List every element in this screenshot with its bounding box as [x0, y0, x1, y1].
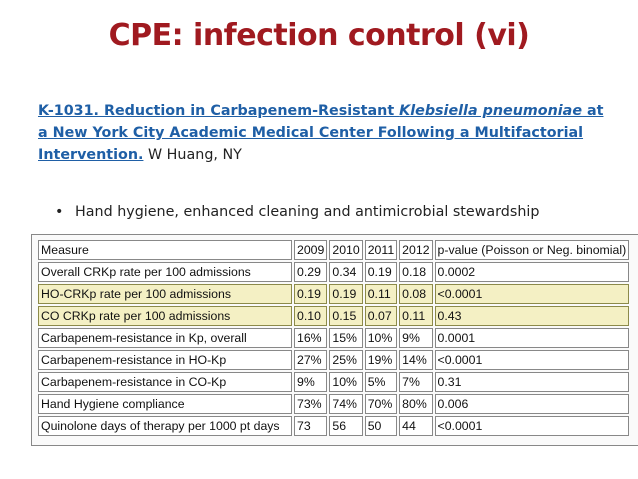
table-row: Quinolone days of therapy per 1000 pt da… [38, 416, 630, 436]
header-cell: 2012 [399, 240, 433, 260]
table-cell: 73% [294, 394, 328, 414]
table-cell: Quinolone days of therapy per 1000 pt da… [38, 416, 292, 436]
table-cell: 0.19 [364, 262, 398, 282]
table-cell: 0.07 [364, 306, 398, 326]
table-cell: 0.10 [294, 306, 328, 326]
table-cell: 56 [329, 416, 363, 436]
table-row: Overall CRKp rate per 100 admissions 0.2… [38, 262, 630, 282]
results-table: Measure 2009 2010 2011 2012 p-value (Poi… [36, 238, 631, 438]
header-cell: 2010 [329, 240, 363, 260]
abstract-title-link[interactable]: K-1031. Reduction in Carbapenem-Resistan… [38, 103, 603, 163]
table-row: Carbapenem-resistance in HO-Kp 27% 25% 1… [38, 350, 630, 370]
header-cell: 2011 [364, 240, 398, 260]
results-table-frame: Measure 2009 2010 2011 2012 p-value (Poi… [31, 234, 638, 446]
table-cell: 25% [329, 350, 363, 370]
table-cell: Carbapenem-resistance in HO-Kp [38, 350, 292, 370]
table-cell: 70% [364, 394, 398, 414]
header-cell: p-value (Poisson or Neg. binomial) [434, 240, 630, 260]
table-cell: 16% [294, 328, 328, 348]
table-cell: 19% [364, 350, 398, 370]
table-cell: 0.18 [399, 262, 433, 282]
table-cell: 0.19 [329, 284, 363, 304]
table-cell: 50 [364, 416, 398, 436]
slide-title: CPE: infection control (vi) [108, 18, 530, 53]
table-cell: <0.0001 [434, 284, 630, 304]
table-cell: 0.08 [399, 284, 433, 304]
table-cell: 73 [294, 416, 328, 436]
table-cell: 9% [399, 328, 433, 348]
table-cell: 0.29 [294, 262, 328, 282]
bullet-dot-icon: • [55, 204, 64, 220]
abstract-title-part2: at a New York City Academic Medical Cent… [38, 103, 604, 163]
table-cell: HO-CRKp rate per 100 admissions [38, 284, 292, 304]
table-cell: 9% [294, 372, 328, 392]
table-cell: 10% [364, 328, 398, 348]
table-cell: 74% [329, 394, 363, 414]
table-cell: 0.11 [399, 306, 433, 326]
table-cell: CO CRKp rate per 100 admissions [38, 306, 292, 326]
table-cell: 44 [399, 416, 433, 436]
table-cell: 0.11 [364, 284, 398, 304]
table-cell: Carbapenem-resistance in Kp, overall [38, 328, 292, 348]
table-cell: 7% [399, 372, 433, 392]
header-cell: Measure [38, 240, 292, 260]
table-cell: 0.0002 [434, 262, 630, 282]
bullet-text: Hand hygiene, enhanced cleaning and anti… [75, 204, 540, 220]
table-row: Hand Hygiene compliance 73% 74% 70% 80% … [38, 394, 630, 414]
table-cell: Overall CRKp rate per 100 admissions [38, 262, 292, 282]
table-cell: 0.19 [294, 284, 328, 304]
abstract-author: W Huang, NY [143, 147, 242, 163]
table-cell: 0.15 [329, 306, 363, 326]
table-row: Carbapenem-resistance in Kp, overall 16%… [38, 328, 630, 348]
abstract-title-organism: Klebsiella pneumoniae [399, 103, 583, 119]
table-cell: <0.0001 [434, 416, 630, 436]
abstract-citation: K-1031. Reduction in Carbapenem-Resistan… [38, 100, 618, 166]
table-cell: Hand Hygiene compliance [38, 394, 292, 414]
table-cell: 0.43 [434, 306, 630, 326]
header-cell: 2009 [294, 240, 328, 260]
table-cell: 0.34 [329, 262, 363, 282]
table-row-highlighted: HO-CRKp rate per 100 admissions 0.19 0.1… [38, 284, 630, 304]
table-row-highlighted: CO CRKp rate per 100 admissions 0.10 0.1… [38, 306, 630, 326]
table-cell: 0.006 [434, 394, 630, 414]
table-cell: 0.31 [434, 372, 630, 392]
table-cell: 5% [364, 372, 398, 392]
table-row: Carbapenem-resistance in CO-Kp 9% 10% 5%… [38, 372, 630, 392]
table-cell: 10% [329, 372, 363, 392]
bullet-item: • Hand hygiene, enhanced cleaning and ant… [55, 204, 539, 220]
table-cell: 80% [399, 394, 433, 414]
abstract-title-part1: K-1031. Reduction in Carbapenem-Resistan… [38, 103, 400, 119]
table-cell: Carbapenem-resistance in CO-Kp [38, 372, 292, 392]
table-cell: 15% [329, 328, 363, 348]
table-cell: 14% [399, 350, 433, 370]
table-cell: 0.0001 [434, 328, 630, 348]
table-cell: 27% [294, 350, 328, 370]
table-cell: <0.0001 [434, 350, 630, 370]
table-header-row: Measure 2009 2010 2011 2012 p-value (Poi… [38, 240, 630, 260]
